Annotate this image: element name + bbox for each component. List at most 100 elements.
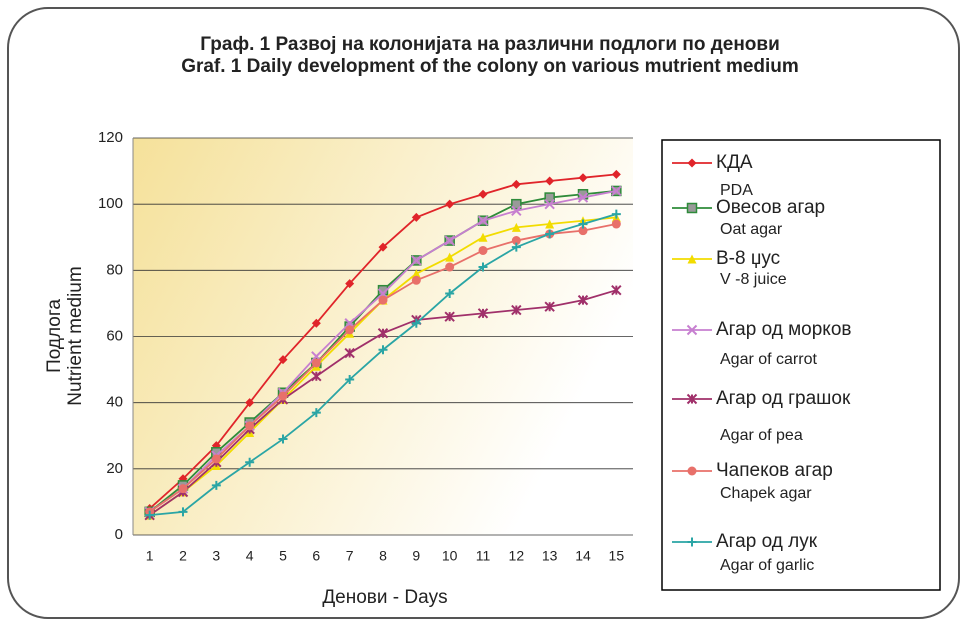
legend-label: Агар од грашок — [716, 388, 851, 409]
marker — [611, 169, 621, 179]
y-axis-label: Подлога — [44, 299, 65, 373]
legend-label-en: Agar of pea — [720, 427, 803, 444]
x-tick-label: 15 — [609, 548, 625, 564]
marker — [686, 324, 698, 336]
marker — [511, 198, 522, 210]
chart-subtitle: Graf. 1 Daily development of the colony … — [181, 56, 799, 77]
x-tick-label: 7 — [346, 548, 354, 564]
x-tick-label: 11 — [476, 548, 491, 564]
marker — [211, 454, 221, 464]
marker — [311, 358, 321, 368]
x-axis-label: Денови - Days — [322, 587, 447, 608]
y-tick-label: 20 — [106, 460, 123, 477]
marker — [311, 408, 321, 418]
marker — [311, 370, 322, 382]
marker — [278, 355, 288, 365]
marker — [378, 242, 388, 252]
marker — [578, 226, 588, 236]
legend-label: Овесов агар — [716, 197, 825, 218]
marker — [511, 205, 522, 216]
marker — [545, 229, 555, 239]
legend-label-en: Oat agar — [720, 221, 783, 238]
marker — [477, 215, 489, 226]
x-tick-label: 12 — [509, 548, 525, 564]
marker — [611, 284, 622, 296]
marker — [411, 255, 422, 266]
marker — [545, 219, 555, 229]
marker — [445, 199, 455, 209]
marker — [578, 173, 588, 183]
marker — [245, 457, 255, 467]
x-tick-label: 8 — [379, 548, 387, 564]
marker — [377, 288, 389, 299]
marker — [278, 434, 288, 444]
marker — [245, 421, 255, 431]
marker — [311, 318, 321, 328]
legend-label-en: Chapek agar — [720, 485, 812, 502]
marker — [178, 484, 188, 494]
y-tick-label: 60 — [106, 327, 123, 344]
marker — [687, 158, 697, 168]
legend — [661, 139, 941, 591]
marker — [478, 189, 488, 199]
marker — [345, 279, 355, 289]
marker — [478, 245, 488, 255]
marker — [344, 347, 355, 359]
marker — [445, 288, 455, 298]
marker — [445, 252, 455, 262]
marker — [686, 393, 698, 405]
marker — [145, 510, 155, 520]
marker — [687, 466, 697, 476]
marker — [411, 269, 421, 279]
marker — [445, 262, 455, 272]
marker — [545, 176, 555, 186]
marker — [544, 198, 555, 210]
marker — [687, 537, 697, 547]
legend-label-en: PDA — [720, 182, 753, 199]
legend-label-en: V -8 juice — [720, 271, 787, 288]
x-tick-label: 10 — [442, 548, 458, 564]
marker — [411, 275, 421, 285]
chart-title: Граф. 1 Развој на колонијата на различни… — [200, 34, 780, 55]
marker — [245, 398, 255, 408]
marker — [478, 232, 488, 242]
x-tick-label: 14 — [575, 548, 591, 564]
y-tick-label: 100 — [98, 195, 123, 212]
y-axis-label: Nutrient medium — [65, 266, 86, 405]
marker — [611, 219, 621, 229]
marker — [278, 391, 288, 401]
legend-label: Агар од лук — [716, 531, 818, 552]
marker — [378, 295, 388, 305]
marker — [178, 507, 188, 517]
x-tick-label: 3 — [212, 548, 220, 564]
marker — [478, 262, 488, 272]
legend-label: B-8 џус — [716, 248, 780, 269]
marker — [577, 192, 589, 203]
marker — [544, 192, 555, 203]
marker — [611, 185, 622, 197]
marker — [211, 480, 221, 490]
marker — [544, 301, 555, 312]
marker — [686, 202, 698, 214]
marker — [444, 311, 455, 322]
x-tick-label: 5 — [279, 548, 287, 564]
legend-label: Агар од морков — [716, 319, 852, 340]
marker — [378, 345, 388, 355]
marker — [411, 318, 421, 328]
marker — [345, 375, 355, 385]
x-tick-label: 6 — [312, 548, 320, 564]
y-tick-label: 80 — [106, 261, 123, 278]
x-tick-label: 1 — [146, 548, 154, 564]
marker — [345, 325, 355, 335]
marker — [511, 242, 521, 252]
marker — [511, 222, 521, 232]
marker — [577, 294, 589, 306]
y-tick-label: 120 — [98, 129, 123, 146]
marker — [377, 327, 389, 339]
marker — [687, 254, 697, 264]
marker — [444, 235, 455, 246]
marker — [611, 209, 621, 219]
marker — [578, 219, 588, 229]
